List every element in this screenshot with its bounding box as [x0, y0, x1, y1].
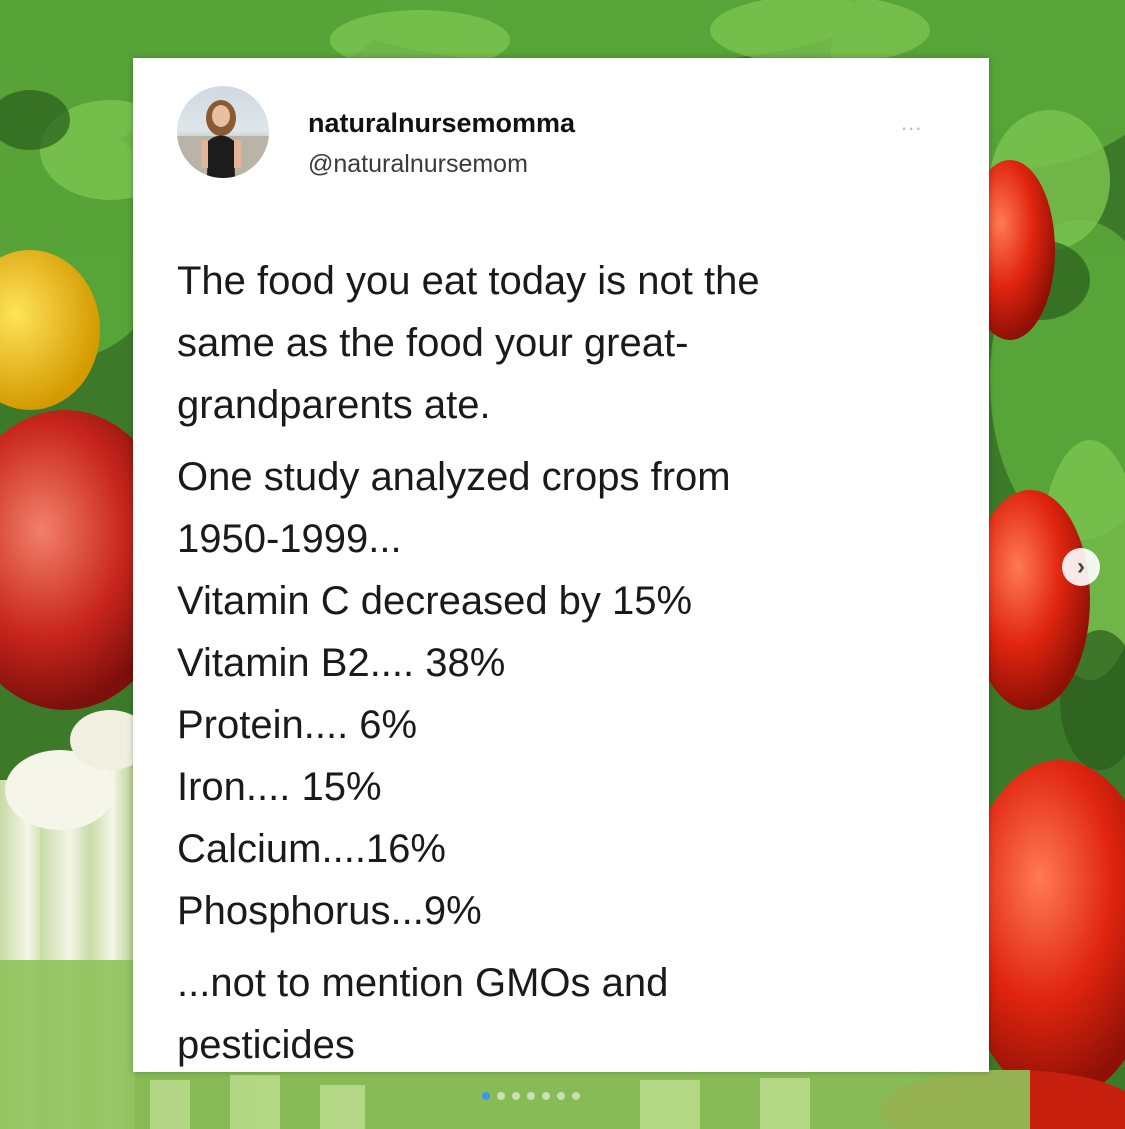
- username[interactable]: naturalnursemomma: [308, 108, 576, 138]
- text-line: Phosphorus...9%: [177, 889, 482, 933]
- post-text: The food you eat today is not the same a…: [177, 250, 957, 1076]
- carousel-dot[interactable]: [572, 1092, 580, 1100]
- chevron-right-icon[interactable]: ›: [1062, 548, 1100, 586]
- carousel-dot[interactable]: [527, 1092, 535, 1100]
- text-line: Calcium....16%: [177, 827, 446, 871]
- post-card: naturalnursemomma @naturalnursemom ... T…: [133, 58, 989, 1072]
- profile-photo: [177, 100, 269, 178]
- avatar[interactable]: [177, 86, 269, 178]
- text-line: Protein.... 6%: [177, 703, 418, 747]
- carousel-indicator: [482, 1092, 580, 1100]
- text-line: grandparents ate.: [177, 383, 491, 427]
- carousel-dot[interactable]: [557, 1092, 565, 1100]
- text-line: same as the food your great-: [177, 321, 689, 365]
- text-line: Vitamin C decreased by 15%: [177, 579, 693, 623]
- text-line: 1950-1999...: [177, 517, 402, 561]
- carousel-dot[interactable]: [497, 1092, 505, 1100]
- user-handle[interactable]: @naturalnursemom: [308, 150, 528, 178]
- ellipsis-icon[interactable]: ...: [901, 110, 923, 135]
- text-line: One study analyzed crops from: [177, 455, 731, 499]
- text-line: Iron.... 15%: [177, 765, 382, 809]
- carousel-dot[interactable]: [542, 1092, 550, 1100]
- paragraph: ...not to mention GMOs and pesticides: [177, 952, 957, 1076]
- text-line: pesticides: [177, 1023, 355, 1067]
- paragraph: The food you eat today is not the same a…: [177, 250, 957, 436]
- text-line: The food you eat today is not the: [177, 259, 760, 303]
- carousel-dot[interactable]: [482, 1092, 490, 1100]
- text-line: Vitamin B2.... 38%: [177, 641, 506, 685]
- paragraph: One study analyzed crops from 1950-1999.…: [177, 446, 957, 942]
- text-line: ...not to mention GMOs and: [177, 961, 669, 1005]
- carousel-dot[interactable]: [512, 1092, 520, 1100]
